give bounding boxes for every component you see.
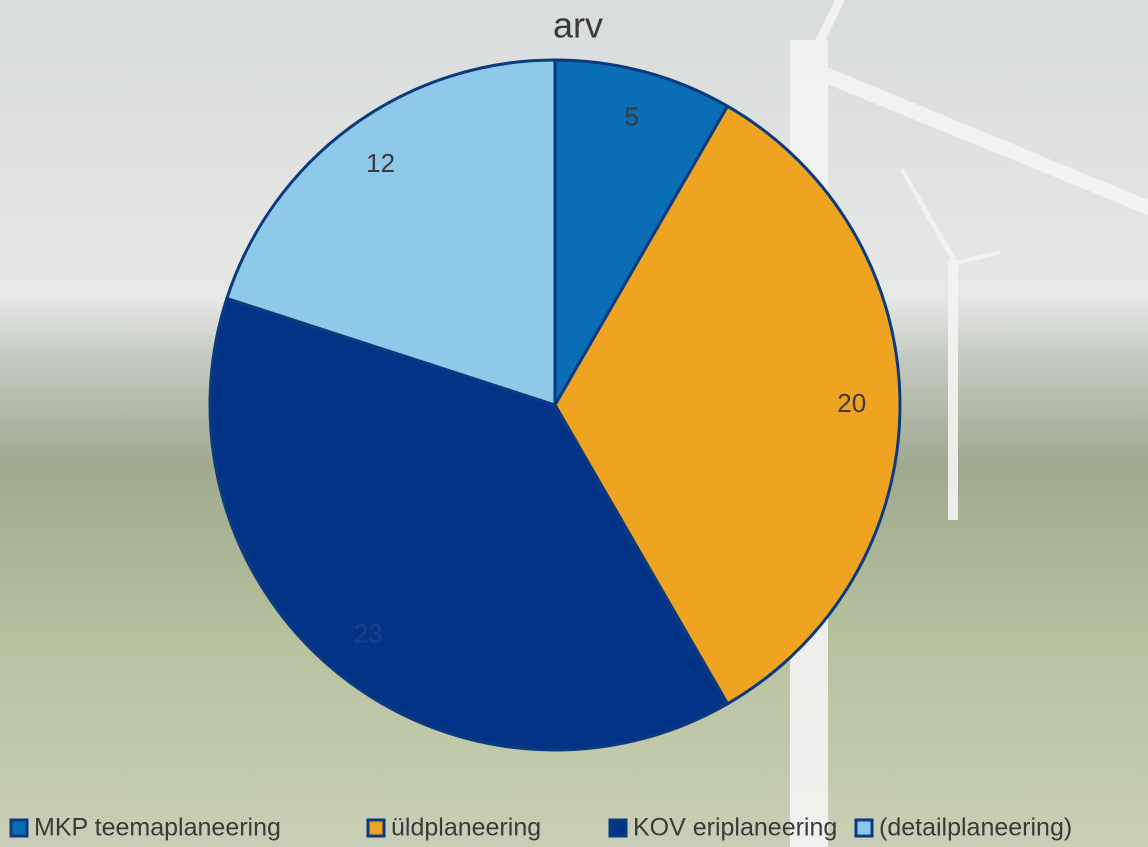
legend-swatch	[610, 820, 626, 836]
data-label: 5	[625, 101, 639, 131]
legend-label: MKP teemaplaneering	[34, 814, 281, 842]
chart: arv 5 20 23 12 MKP teemaplaneering üldplanee…	[0, 0, 1148, 847]
legend-label: üldplaneering	[391, 814, 541, 842]
data-label: 20	[837, 388, 866, 418]
legend-label: KOV eriplaneering	[633, 814, 837, 842]
legend-swatch	[11, 820, 27, 836]
data-label: 12	[366, 148, 395, 178]
legend-label: (detailplaneering)	[879, 814, 1072, 842]
data-label: 23	[354, 618, 383, 648]
pie: 5 20 23 12	[210, 60, 900, 750]
legend-swatch	[856, 820, 872, 836]
legend-swatch	[368, 820, 384, 836]
page: arv 5 20 23 12 MKP teemaplaneering üldplanee…	[0, 0, 1148, 847]
chart-title: arv	[553, 5, 603, 46]
